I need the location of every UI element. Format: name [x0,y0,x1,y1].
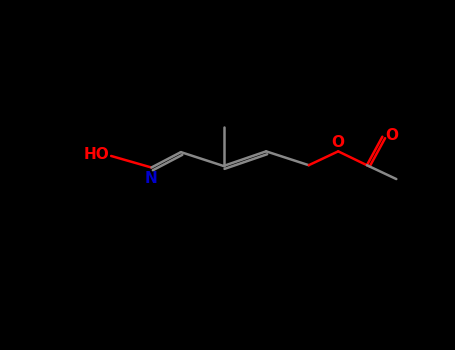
Text: HO: HO [84,147,110,162]
Text: N: N [145,170,158,186]
Text: O: O [385,128,399,143]
Text: O: O [332,135,345,150]
